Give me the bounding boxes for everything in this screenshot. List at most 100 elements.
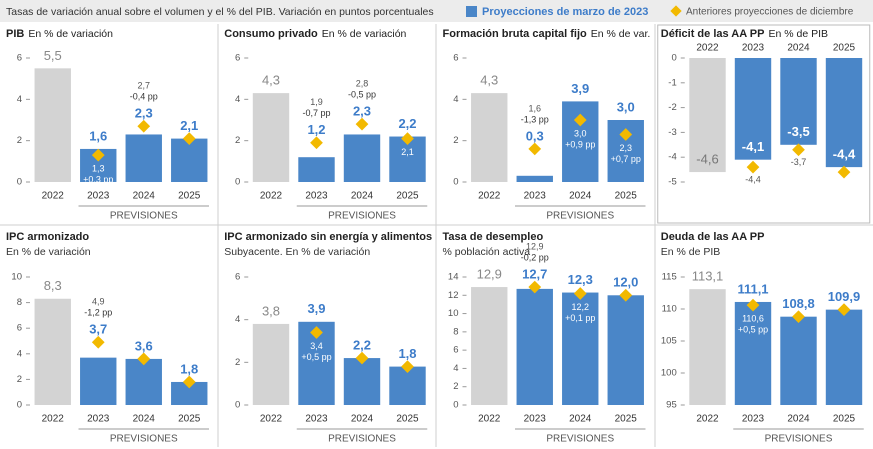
value-label: 3,9	[571, 81, 589, 96]
panel-title: Deuda de las AA PP	[661, 231, 765, 243]
value-label: 3,8	[262, 303, 280, 318]
group-label: PREVISIONES	[765, 434, 833, 445]
bar	[125, 134, 162, 182]
y-tick-label: 4	[17, 348, 22, 359]
change-label: -0,5 pp	[348, 90, 376, 100]
bar	[516, 288, 553, 405]
value-label: 0,3	[526, 128, 544, 143]
y-tick-label: 0	[17, 177, 22, 188]
panel-unit: En % de var.	[591, 28, 651, 40]
x-tick-label: 2025	[615, 191, 638, 202]
panel-title: Formación bruta capital fijo En % de var.	[443, 28, 651, 40]
y-tick-label: -4	[668, 152, 676, 163]
previous-projection-diamond	[528, 142, 542, 156]
y-tick-label: 0	[453, 177, 458, 188]
value-label: 12,0	[613, 275, 638, 290]
previous-projection-diamond	[746, 160, 760, 174]
y-tick-label: 2	[235, 357, 240, 368]
value-label: 5,5	[44, 48, 62, 63]
value-label: 12,9	[477, 266, 502, 281]
panel-title: Consumo privado En % de variación	[224, 28, 406, 40]
previous-projection-diamond	[137, 352, 151, 366]
change-label: +0,1 pp	[565, 313, 595, 323]
bar	[34, 68, 71, 182]
value-label: -4,1	[742, 139, 764, 154]
y-tick-label: 115	[662, 272, 677, 283]
y-tick-label: 12	[448, 290, 459, 301]
y-tick-label: 6	[17, 323, 22, 334]
x-tick-label: 2025	[178, 191, 201, 202]
x-tick-label: 2022	[42, 191, 65, 202]
change-label: +0,7 pp	[611, 154, 641, 164]
value-label: -3,5	[787, 124, 809, 139]
y-tick-label: 8	[17, 297, 22, 308]
x-tick-label: 2025	[396, 414, 419, 425]
y-tick-label: 6	[453, 53, 458, 64]
bar	[252, 93, 290, 182]
x-tick-label: 2024	[787, 414, 810, 425]
y-tick-label: 2	[17, 135, 22, 146]
value-label: 2,3	[353, 104, 371, 119]
group-label: PREVISIONES	[110, 434, 178, 445]
panel-title-main: Tasa de desempleo	[443, 231, 544, 243]
x-tick-label: 2022	[260, 414, 283, 425]
x-tick-label: 2024	[569, 414, 592, 425]
x-tick-label: 2025	[615, 414, 638, 425]
y-tick-label: 0	[453, 400, 458, 411]
bar	[171, 138, 208, 182]
panel-frame	[657, 24, 871, 224]
x-tick-label: 2024	[787, 43, 810, 54]
x-tick-label: 2025	[833, 414, 856, 425]
bar	[389, 366, 426, 405]
value-label: 12,3	[568, 272, 593, 287]
change-label: -1,3 pp	[521, 114, 549, 124]
bar	[562, 292, 599, 405]
x-tick-label: 2022	[478, 414, 501, 425]
bar	[516, 175, 553, 182]
panel-unit: Subyacente. En % de variación	[224, 246, 370, 258]
panel-title-main: IPC armonizado	[6, 231, 89, 243]
y-tick-label: 4	[453, 363, 458, 374]
change-label: -1,2 pp	[84, 308, 112, 318]
panel-title: Tasa de desempleo	[443, 231, 544, 243]
panel-title-main: Formación bruta capital fijo	[443, 28, 588, 40]
y-tick-label: 2	[453, 381, 458, 392]
y-tick-label: 0	[235, 400, 240, 411]
legend-label: Anteriores proyecciones de diciembre	[686, 7, 854, 18]
y-tick-label: 14	[448, 272, 459, 283]
x-tick-label: 2025	[833, 43, 856, 54]
group-label: PREVISIONES	[546, 211, 614, 222]
value-label: 3,9	[307, 301, 325, 316]
value-label: 4,3	[480, 73, 498, 88]
previous-value-label: 4,9	[92, 297, 105, 307]
x-tick-label: 2023	[87, 414, 110, 425]
change-label: -0,2 pp	[521, 252, 549, 262]
bar	[689, 289, 726, 405]
bar	[34, 298, 71, 405]
panel-title: IPC armonizado sin energía y alimentos	[224, 231, 432, 243]
group-label: PREVISIONES	[546, 434, 614, 445]
value-label: 3,0	[617, 99, 635, 114]
x-tick-label: 2024	[569, 191, 592, 202]
previous-value-label: 1,9	[310, 97, 323, 107]
value-label: 109,9	[828, 289, 861, 304]
y-tick-label: -2	[668, 102, 676, 113]
y-tick-label: 105	[661, 336, 677, 347]
y-tick-label: 4	[235, 94, 240, 105]
x-tick-label: 2024	[133, 191, 156, 202]
previous-projection-diamond	[182, 375, 196, 389]
previous-projection-diamond	[91, 148, 105, 162]
x-tick-label: 2022	[260, 191, 283, 202]
value-label: 1,8	[180, 361, 198, 376]
value-label: 2,3	[135, 106, 153, 121]
panel-title-main: Déficit de las AA PP	[661, 28, 765, 40]
y-tick-label: 10	[448, 308, 459, 319]
y-tick-label: 4	[235, 314, 240, 325]
panel-title-main: Consumo privado	[224, 28, 318, 40]
value-label: 113,1	[692, 269, 724, 284]
previous-value-label: 3,4	[310, 341, 323, 351]
panel-unit: % población activa	[443, 246, 531, 258]
previous-value-label: 2,3	[619, 143, 632, 153]
y-tick-label: 6	[453, 345, 458, 356]
value-label: 1,8	[398, 346, 416, 361]
